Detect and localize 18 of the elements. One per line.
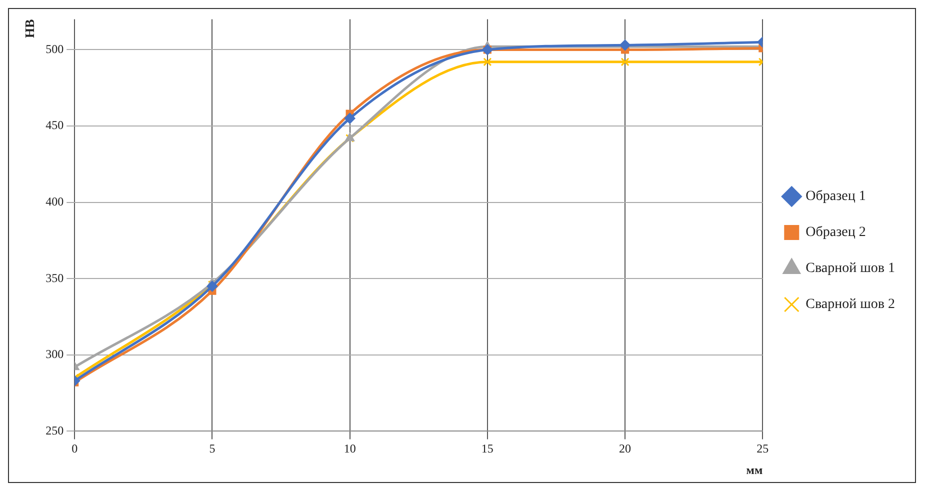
y-tick-label: 400 <box>46 194 64 208</box>
legend-label: Образец 2 <box>806 225 866 240</box>
x-axis-title: мм <box>746 462 763 477</box>
x-tick-label: 20 <box>619 442 632 456</box>
y-tick-label: 350 <box>46 270 64 285</box>
y-axis-title: HB <box>22 18 38 38</box>
y-tick-label: 500 <box>46 42 64 56</box>
x-tick-label: 5 <box>209 442 216 456</box>
x-tick-label: 25 <box>756 442 769 456</box>
legend-label: Образец 1 <box>806 189 866 204</box>
x-tick-label: 0 <box>72 442 78 456</box>
legend-label: Сварной шов 1 <box>806 261 896 276</box>
x-tick-label: 15 <box>481 442 494 456</box>
y-tick-label: 250 <box>46 423 64 438</box>
y-tick-label: 450 <box>46 118 64 132</box>
legend-label: Сварной шов 2 <box>806 297 896 312</box>
x-tick-label: 10 <box>344 442 356 456</box>
y-tick-label: 300 <box>46 347 64 362</box>
